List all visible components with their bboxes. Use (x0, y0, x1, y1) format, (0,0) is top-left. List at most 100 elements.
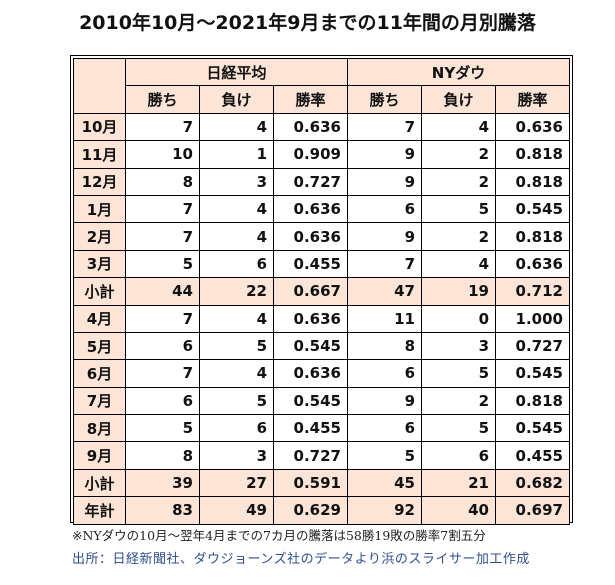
nydow-losses-cell: 3 (421, 331, 496, 361)
nydow-wins-cell: 47 (347, 277, 422, 306)
source-credit: 出所：日経新聞社、ダウジョーンズ社のデータより浜のスライサー加工作成 (72, 552, 530, 567)
nydow-wins-cell: 7 (347, 249, 422, 279)
col-header-losses: 負け (421, 85, 496, 114)
corner-cell (73, 58, 126, 114)
row-label: 小計 (73, 468, 126, 498)
nikkei-losses-cell: 4 (199, 304, 274, 333)
nydow-win-rate-cell: 0.455 (495, 441, 570, 470)
nikkei-win-rate-cell: 0.545 (273, 386, 348, 416)
nydow-losses-cell: 40 (421, 496, 496, 525)
nikkei-wins-cell: 7 (125, 359, 200, 388)
nydow-losses-cell: 4 (421, 249, 496, 279)
row-label: 8月 (73, 414, 126, 443)
nikkei-losses-cell: 3 (199, 441, 274, 470)
nikkei-win-rate-cell: 0.455 (273, 249, 348, 279)
nikkei-win-rate-cell: 0.545 (273, 331, 348, 361)
nydow-wins-cell: 9 (347, 222, 422, 251)
nydow-wins-cell: 5 (347, 441, 422, 470)
monthly-performance-table: 日経平均 NYダウ 勝ち 負け 勝率 勝ち 負け 勝率 10月 7 4 0.636 7 4… (73, 57, 570, 525)
subtotal-row: 小計 39 27 0.591 45 21 0.682 (73, 468, 570, 498)
nydow-losses-cell: 0 (421, 304, 496, 333)
nydow-win-rate-cell: 0.545 (495, 194, 570, 224)
row-label: 9月 (73, 441, 126, 470)
nikkei-win-rate-cell: 0.636 (273, 359, 348, 388)
nikkei-losses-cell: 5 (199, 331, 274, 361)
nydow-wins-cell: 9 (347, 386, 422, 416)
nydow-losses-cell: 2 (421, 222, 496, 251)
nikkei-win-rate-cell: 0.727 (273, 167, 348, 196)
nikkei-losses-cell: 4 (199, 194, 274, 224)
table-row: 5月 6 5 0.545 8 3 0.727 (73, 331, 570, 361)
nikkei-win-rate-cell: 0.636 (273, 304, 348, 333)
row-label: 3月 (73, 249, 126, 279)
nydow-losses-cell: 4 (421, 112, 496, 142)
nikkei-wins-cell: 83 (125, 496, 200, 525)
nydow-losses-cell: 2 (421, 167, 496, 196)
row-label: 4月 (73, 304, 126, 333)
nydow-win-rate-cell: 0.636 (495, 112, 570, 142)
nikkei-wins-cell: 8 (125, 167, 200, 196)
row-label: 12月 (73, 167, 126, 196)
nydow-wins-cell: 6 (347, 359, 422, 388)
nydow-losses-cell: 5 (421, 194, 496, 224)
nydow-win-rate-cell: 0.636 (495, 249, 570, 279)
table-row: 2月 7 4 0.636 9 2 0.818 (73, 222, 570, 251)
nydow-win-rate-cell: 0.727 (495, 331, 570, 361)
nikkei-wins-cell: 7 (125, 112, 200, 142)
row-label: 6月 (73, 359, 126, 388)
nydow-win-rate-cell: 0.818 (495, 167, 570, 196)
nydow-wins-cell: 9 (347, 167, 422, 196)
nydow-wins-cell: 6 (347, 194, 422, 224)
nikkei-wins-cell: 5 (125, 414, 200, 443)
col-header-wins: 勝ち (125, 85, 200, 114)
nikkei-wins-cell: 5 (125, 249, 200, 279)
nikkei-wins-cell: 7 (125, 304, 200, 333)
nikkei-losses-cell: 3 (199, 167, 274, 196)
group-header-row: 日経平均 NYダウ (73, 57, 570, 114)
row-label: 1月 (73, 194, 126, 224)
nikkei-win-rate-cell: 0.591 (273, 468, 348, 498)
table-row: 3月 5 6 0.455 7 4 0.636 (73, 249, 570, 279)
nydow-losses-cell: 5 (421, 414, 496, 443)
table-row: 10月 7 4 0.636 7 4 0.636 (73, 112, 570, 142)
nydow-wins-cell: 6 (347, 414, 422, 443)
nikkei-win-rate-cell: 0.909 (273, 140, 348, 169)
nikkei-losses-cell: 22 (199, 277, 274, 306)
nikkei-win-rate-cell: 0.636 (273, 112, 348, 142)
nikkei-win-rate-cell: 0.636 (273, 222, 348, 251)
nydow-losses-cell: 2 (421, 140, 496, 169)
nydow-win-rate-cell: 0.697 (495, 496, 570, 525)
table-title: 2010年10月～2021年9月までの11年間の月別騰落 (79, 12, 536, 34)
col-header-losses: 負け (199, 85, 274, 114)
nikkei-losses-cell: 49 (199, 496, 274, 525)
nydow-losses-cell: 19 (421, 277, 496, 306)
nydow-losses-cell: 2 (421, 386, 496, 416)
nikkei-wins-cell: 39 (125, 468, 200, 498)
nikkei-wins-cell: 8 (125, 441, 200, 470)
table-row: 9月 8 3 0.727 5 6 0.455 (73, 441, 570, 470)
table-row: 8月 5 6 0.455 6 5 0.545 (73, 414, 570, 443)
nikkei-wins-cell: 10 (125, 140, 200, 169)
nydow-win-rate-cell: 0.712 (495, 277, 570, 306)
row-label: 7月 (73, 386, 126, 416)
row-label: 10月 (73, 112, 126, 142)
nikkei-losses-cell: 6 (199, 414, 274, 443)
group-header-nydow: NYダウ (347, 57, 570, 87)
nikkei-losses-cell: 5 (199, 386, 274, 416)
subheader-row: 勝ち 負け 勝率 勝ち 負け 勝率 (74, 85, 570, 114)
row-label: 年計 (73, 496, 126, 525)
nikkei-losses-cell: 4 (199, 112, 274, 142)
nikkei-wins-cell: 7 (125, 194, 200, 224)
nikkei-losses-cell: 27 (199, 468, 274, 498)
nydow-win-rate-cell: 0.545 (495, 414, 570, 443)
nydow-wins-cell: 8 (347, 331, 422, 361)
nikkei-wins-cell: 44 (125, 277, 200, 306)
nydow-losses-cell: 5 (421, 359, 496, 388)
nikkei-losses-cell: 1 (199, 140, 274, 169)
nydow-win-rate-cell: 0.682 (495, 468, 570, 498)
nydow-wins-cell: 45 (347, 468, 422, 498)
table-row: 12月 8 3 0.727 9 2 0.818 (73, 167, 570, 196)
row-label: 5月 (73, 331, 126, 361)
footnote: ※NYダウの10月～翌年4月までの7カ月の騰落は58勝19敗の勝率7割五分 (72, 528, 486, 543)
row-label: 2月 (73, 222, 126, 251)
